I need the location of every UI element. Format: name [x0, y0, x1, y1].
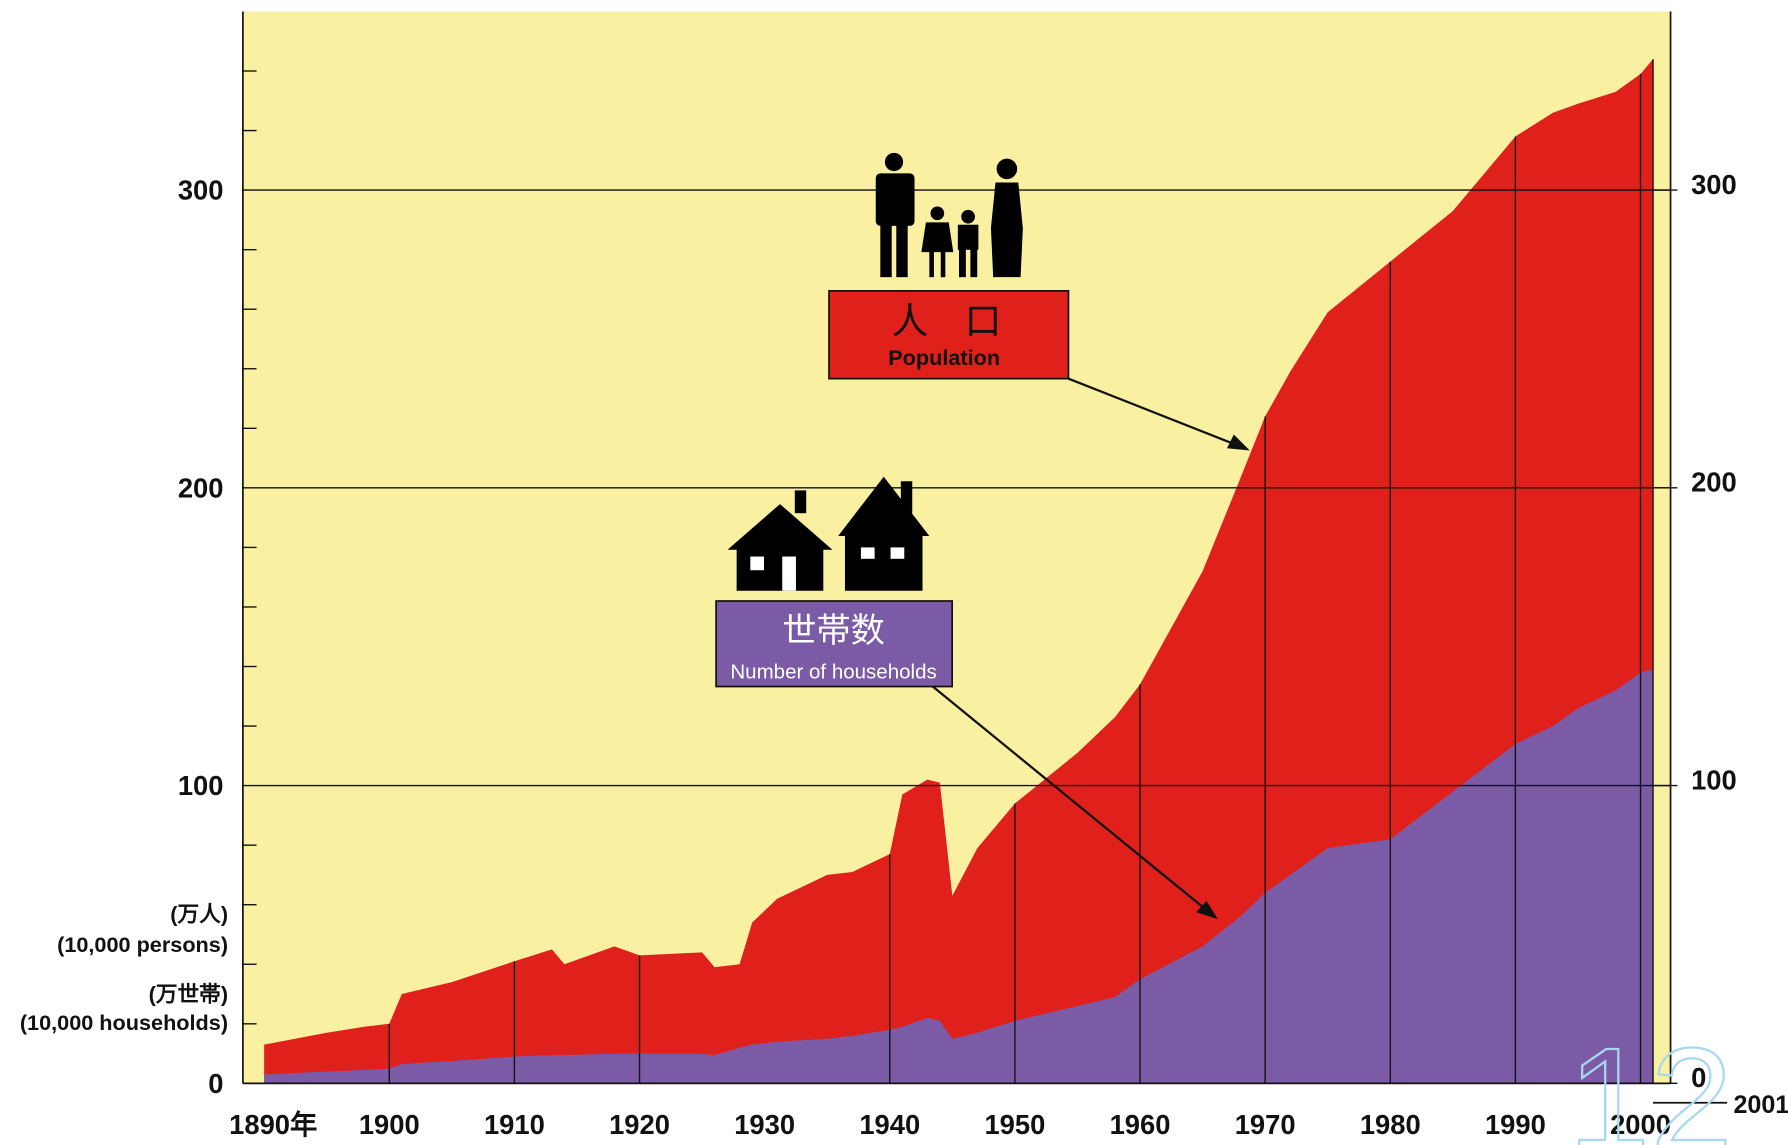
x-tick-label: 1940: [859, 1109, 920, 1140]
page-number: 12: [1568, 1018, 1733, 1145]
family-icon: [875, 152, 1023, 278]
x-tick-label: 1910: [484, 1109, 545, 1140]
annotations: 人 口 Population 世帯数 Number of households …: [20, 152, 1734, 1145]
x-tick-label: 2001: [1733, 1091, 1788, 1119]
house-icon: [727, 476, 930, 591]
y2-tick-label: 100: [1691, 764, 1737, 795]
y-tick-label: 200: [178, 472, 224, 503]
y-axis-label: (万人): [170, 901, 228, 926]
y-axis-label: (10,000 households): [20, 1010, 228, 1035]
arrowhead: [1226, 434, 1250, 451]
population-label-en: Population: [888, 345, 1000, 370]
x-tick-label: 1900: [359, 1109, 420, 1140]
x-tick-label: 1980: [1360, 1109, 1421, 1140]
arrowhead: [1196, 900, 1218, 920]
area: [264, 59, 1654, 1084]
x-tick-label: 1920: [609, 1109, 670, 1140]
households-label: 世帯数: [782, 612, 885, 650]
y2-tick-label: 200: [1691, 467, 1737, 498]
population-label-box: [828, 289, 1070, 380]
x-tick-label: 1960: [1110, 1109, 1171, 1140]
x-tick-label: 1930: [734, 1109, 795, 1140]
households-label-box: [715, 600, 954, 688]
x-tick-label: 1970: [1235, 1109, 1296, 1140]
households-label-en: Number of households: [730, 660, 936, 683]
y-tick-label: 100: [178, 770, 224, 801]
x-tick-label: 2000: [1610, 1109, 1671, 1140]
arrow: [932, 685, 1208, 911]
y2-tick-label: 0: [1691, 1062, 1706, 1093]
y-tick-label: 300: [178, 175, 224, 206]
x-tick-label: 1950: [984, 1109, 1045, 1140]
y2-tick-label: 300: [1691, 169, 1737, 200]
area: [264, 669, 1654, 1084]
population-label: 人 口: [892, 301, 1001, 342]
x-tick-label: 1890年: [229, 1109, 317, 1140]
y-axis-label: (10,000 persons): [57, 932, 228, 957]
arrow: [1068, 377, 1237, 446]
y-tick-label: 0: [208, 1068, 223, 1099]
y-axis-label: (万世帯): [149, 981, 228, 1006]
x-tick-label: 1990: [1485, 1109, 1546, 1140]
